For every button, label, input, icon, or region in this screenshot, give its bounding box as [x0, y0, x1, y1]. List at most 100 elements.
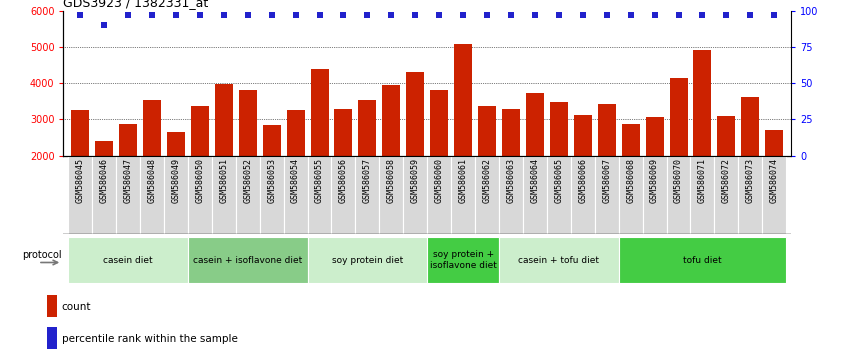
FancyBboxPatch shape	[69, 237, 188, 283]
Bar	[215, 84, 233, 156]
Text: GSM586071: GSM586071	[698, 158, 707, 203]
Text: GSM586055: GSM586055	[315, 158, 324, 203]
Text: GSM586073: GSM586073	[746, 158, 755, 203]
Text: GSM586052: GSM586052	[244, 158, 252, 203]
Text: GSM586046: GSM586046	[100, 158, 108, 203]
Bar	[287, 110, 305, 156]
Text: GSM586064: GSM586064	[530, 158, 540, 203]
Point	[744, 12, 757, 18]
Bar	[47, 296, 57, 317]
Point	[169, 12, 183, 18]
FancyBboxPatch shape	[379, 156, 404, 234]
Text: GSM586048: GSM586048	[147, 158, 157, 203]
Point	[600, 12, 613, 18]
Bar	[622, 124, 640, 156]
Bar	[645, 117, 663, 156]
Text: GSM586062: GSM586062	[482, 158, 492, 203]
FancyBboxPatch shape	[571, 156, 595, 234]
Text: GSM586050: GSM586050	[195, 158, 205, 203]
Bar	[143, 100, 161, 156]
Text: casein + tofu diet: casein + tofu diet	[519, 256, 599, 265]
FancyBboxPatch shape	[188, 156, 212, 234]
FancyBboxPatch shape	[260, 156, 283, 234]
Point	[288, 12, 302, 18]
Bar	[550, 102, 568, 156]
Bar	[71, 110, 89, 156]
Point	[193, 12, 206, 18]
Point	[121, 12, 135, 18]
FancyBboxPatch shape	[762, 156, 786, 234]
Text: GSM586066: GSM586066	[579, 158, 587, 203]
Bar	[694, 50, 711, 156]
Text: tofu diet: tofu diet	[684, 256, 722, 265]
Text: GSM586051: GSM586051	[219, 158, 228, 203]
Text: protocol: protocol	[22, 250, 62, 260]
FancyBboxPatch shape	[618, 237, 786, 283]
FancyBboxPatch shape	[618, 156, 643, 234]
Point	[217, 12, 231, 18]
Text: GSM586047: GSM586047	[124, 158, 133, 203]
Bar	[574, 115, 591, 156]
Text: GSM586049: GSM586049	[172, 158, 180, 203]
Bar	[191, 107, 209, 156]
Bar	[334, 109, 353, 156]
FancyBboxPatch shape	[308, 237, 427, 283]
Point	[337, 12, 350, 18]
Text: count: count	[62, 302, 91, 312]
Point	[265, 12, 278, 18]
FancyBboxPatch shape	[595, 156, 618, 234]
FancyBboxPatch shape	[739, 156, 762, 234]
FancyBboxPatch shape	[667, 156, 690, 234]
Bar	[95, 141, 113, 156]
Point	[146, 12, 159, 18]
FancyBboxPatch shape	[451, 156, 475, 234]
Point	[97, 22, 111, 28]
Text: GSM586069: GSM586069	[650, 158, 659, 203]
Point	[481, 12, 494, 18]
Bar	[382, 85, 400, 156]
Text: soy protein diet: soy protein diet	[332, 256, 403, 265]
Bar	[431, 90, 448, 156]
Text: GSM586061: GSM586061	[459, 158, 468, 203]
Point	[241, 12, 255, 18]
Text: GSM586054: GSM586054	[291, 158, 300, 203]
Bar	[263, 125, 281, 156]
FancyBboxPatch shape	[427, 237, 499, 283]
Point	[385, 12, 398, 18]
Text: GSM586059: GSM586059	[411, 158, 420, 203]
FancyBboxPatch shape	[140, 156, 164, 234]
Text: GSM586045: GSM586045	[75, 158, 85, 203]
Point	[695, 12, 709, 18]
FancyBboxPatch shape	[69, 156, 92, 234]
Point	[624, 12, 637, 18]
FancyBboxPatch shape	[116, 156, 140, 234]
FancyBboxPatch shape	[188, 237, 308, 283]
Text: GSM586067: GSM586067	[602, 158, 611, 203]
Point	[648, 12, 662, 18]
Bar	[741, 97, 760, 156]
Point	[504, 12, 518, 18]
FancyBboxPatch shape	[714, 156, 739, 234]
Bar	[47, 327, 57, 349]
Bar	[502, 109, 520, 156]
Text: GSM586053: GSM586053	[267, 158, 276, 203]
Bar	[669, 78, 688, 156]
FancyBboxPatch shape	[547, 156, 571, 234]
Point	[767, 12, 781, 18]
Bar	[526, 93, 544, 156]
Text: casein diet: casein diet	[103, 256, 153, 265]
Bar	[717, 116, 735, 156]
Point	[74, 12, 87, 18]
FancyBboxPatch shape	[92, 156, 116, 234]
Point	[528, 12, 541, 18]
FancyBboxPatch shape	[643, 156, 667, 234]
Bar	[406, 72, 424, 156]
FancyBboxPatch shape	[355, 156, 379, 234]
FancyBboxPatch shape	[332, 156, 355, 234]
Point	[672, 12, 685, 18]
FancyBboxPatch shape	[499, 156, 523, 234]
Point	[409, 12, 422, 18]
Text: GSM586074: GSM586074	[770, 158, 779, 203]
Bar	[167, 132, 185, 156]
Text: GSM586063: GSM586063	[507, 158, 515, 203]
